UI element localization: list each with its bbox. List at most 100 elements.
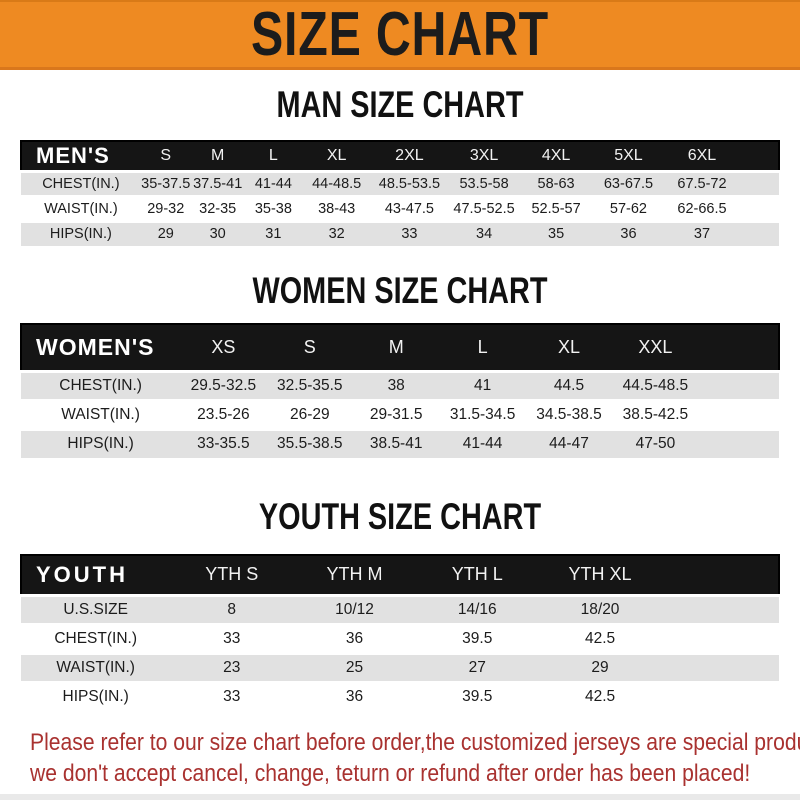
- women-value-cell: 34.5-38.5: [536, 405, 602, 423]
- youth-value-cell: 10/12: [335, 600, 374, 618]
- men-value-cell: 29: [157, 226, 174, 243]
- women-col-header: XS: [211, 336, 236, 357]
- men-value-cell: 44-48.5: [312, 175, 362, 192]
- women-value-cell: 41-44: [462, 435, 503, 453]
- men-value-cell: 29-32: [147, 200, 185, 217]
- filler-cell: [661, 595, 779, 624]
- men-data-row: HIPS(IN.) 29 30 31 32 33 34 35 36 37: [21, 221, 779, 246]
- men-col-header: XL: [326, 146, 347, 164]
- men-value-cell: 30: [209, 226, 226, 243]
- youth-value-cell: 33: [223, 688, 241, 706]
- women-value-cell: 29.5-32.5: [190, 376, 257, 394]
- filler-cell: [699, 324, 779, 371]
- men-value-cell: 41-44: [254, 175, 292, 192]
- men-value-cell: 48.5-53.5: [378, 175, 441, 192]
- banner: SIZE CHART: [0, 0, 800, 70]
- women-row-label: HIPS(IN.): [67, 435, 134, 453]
- youth-section-title: YOUTH SIZE CHART: [258, 496, 542, 537]
- youth-value-cell: 29: [591, 658, 609, 676]
- men-value-cell: 43-47.5: [384, 200, 434, 217]
- youth-value-cell: 25: [345, 658, 364, 676]
- women-col-header: XL: [557, 336, 581, 357]
- women-col-header: XXL: [638, 336, 673, 357]
- men-value-cell: 36: [620, 226, 637, 243]
- men-col-header: 3XL: [469, 146, 499, 164]
- women-row-label: CHEST(IN.): [59, 376, 142, 394]
- women-data-row: WAIST(IN.) 23.5-26 26-29 29-31.5 31.5-34.5 34…: [21, 400, 779, 429]
- filler-cell: [739, 141, 779, 171]
- women-value-cell: 44.5-48.5: [622, 376, 689, 394]
- filler-cell: [739, 221, 779, 246]
- men-value-cell: 67.5-72: [677, 175, 727, 192]
- men-value-cell: 35: [548, 226, 565, 243]
- youth-data-row: WAIST(IN.) 23 25 27 29: [21, 653, 779, 682]
- men-value-cell: 57-62: [609, 200, 647, 217]
- women-col-header: L: [477, 336, 488, 357]
- men-value-cell: 38-43: [318, 200, 356, 217]
- women-value-cell: 44.5: [553, 376, 585, 394]
- youth-data-row: U.S.SIZE 8 10/12 14/16 18/20: [21, 595, 779, 624]
- youth-data-row: HIPS(IN.) 33 36 39.5 42.5: [21, 682, 779, 711]
- youth-col-header: YTH S: [205, 564, 259, 585]
- men-value-cell: 32-35: [199, 200, 237, 217]
- youth-row-label: CHEST(IN.): [54, 629, 137, 647]
- men-size-table: MEN'S S M L XL 2XL 3XL 4XL 5XL 6XL CHEST(IN.) 35-37…: [20, 140, 780, 246]
- women-value-cell: 41: [473, 376, 492, 394]
- youth-value-cell: 23: [223, 658, 241, 676]
- women-value-cell: 35.5-38.5: [277, 435, 343, 453]
- women-data-row: HIPS(IN.) 33-35.5 35.5-38.5 38.5-41 41-44 44-…: [21, 429, 779, 458]
- men-value-cell: 32: [328, 226, 345, 243]
- youth-value-cell: 42.5: [584, 629, 616, 647]
- men-col-header: L: [268, 146, 278, 164]
- men-section-title: MAN SIZE CHART: [276, 84, 524, 125]
- men-value-cell: 37.5-41: [193, 175, 243, 192]
- footer-note: Please refer to our size chart before or…: [30, 727, 800, 789]
- youth-row-label: WAIST(IN.): [56, 658, 135, 676]
- women-value-cell: 44-47: [549, 435, 589, 453]
- section-men: MAN SIZE CHART MEN'S S M L XL 2XL 3XL 4XL 5XL 6XL…: [0, 86, 800, 246]
- filler-cell: [661, 682, 779, 711]
- youth-col-header: YTH L: [451, 564, 503, 585]
- women-value-cell: 31.5-34.5: [449, 405, 516, 423]
- women-size-table: WOMEN'S XS S M L XL XXL CHEST(IN.) 29.5-32.5 32.5…: [20, 323, 780, 458]
- filler-cell: [699, 400, 779, 429]
- women-col-header: M: [388, 336, 404, 357]
- filler-cell: [699, 371, 779, 400]
- youth-header-row: YOUTH YTH S YTH M YTH L YTH XL: [21, 555, 779, 595]
- youth-value-cell: 8: [227, 600, 237, 618]
- women-value-cell: 29-31.5: [369, 405, 423, 423]
- men-value-cell: 35-38: [254, 200, 292, 217]
- youth-row-label: U.S.SIZE: [63, 600, 128, 618]
- youth-value-cell: 33: [223, 629, 241, 647]
- women-value-cell: 33-35.5: [197, 435, 250, 453]
- youth-value-cell: 36: [345, 688, 364, 706]
- youth-value-cell: 39.5: [462, 688, 493, 706]
- men-data-row: WAIST(IN.) 29-32 32-35 35-38 38-43 43-47.5 47.…: [21, 196, 779, 221]
- youth-row-label: HIPS(IN.): [62, 688, 129, 706]
- women-header-label: WOMEN'S: [36, 333, 155, 360]
- women-header-row: WOMEN'S XS S M L XL XXL: [21, 324, 779, 371]
- filler-cell: [661, 555, 779, 595]
- women-data-row: CHEST(IN.) 29.5-32.5 32.5-35.5 38 41 44.5 44.5…: [21, 371, 779, 400]
- youth-value-cell: 36: [345, 629, 364, 647]
- men-value-cell: 62-66.5: [677, 200, 727, 217]
- men-value-cell: 35-37.5: [141, 175, 191, 192]
- women-value-cell: 47-50: [635, 435, 676, 453]
- women-section-title: WOMEN SIZE CHART: [252, 270, 548, 311]
- men-value-cell: 58-63: [537, 175, 575, 192]
- youth-data-row: CHEST(IN.) 33 36 39.5 42.5: [21, 624, 779, 653]
- men-value-cell: 52.5-57: [531, 200, 581, 217]
- men-col-header: 4XL: [541, 146, 571, 164]
- men-col-header: 2XL: [395, 146, 424, 164]
- men-value-cell: 34: [476, 226, 493, 243]
- women-value-cell: 38: [387, 376, 405, 394]
- footer-line-2: we don't accept cancel, change, teturn o…: [30, 760, 751, 787]
- women-col-header: S: [303, 336, 316, 357]
- youth-value-cell: 18/20: [580, 600, 620, 618]
- women-value-cell: 32.5-35.5: [277, 376, 343, 394]
- men-row-label: CHEST(IN.): [42, 175, 120, 192]
- youth-col-header: YTH M: [326, 564, 383, 585]
- men-col-header: S: [160, 146, 172, 164]
- women-row-label: WAIST(IN.): [61, 405, 140, 423]
